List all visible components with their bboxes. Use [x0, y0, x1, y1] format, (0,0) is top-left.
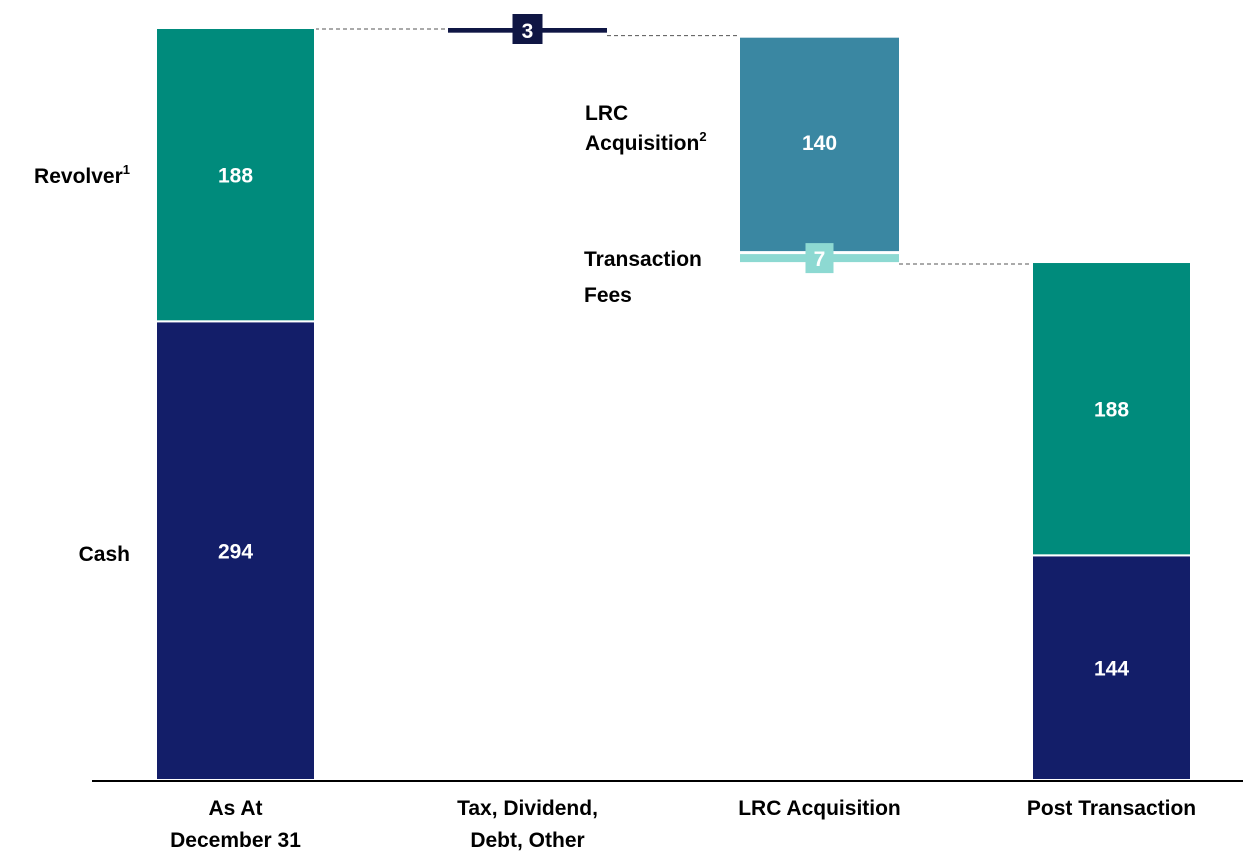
value-label-tax-dividend: 3: [522, 20, 534, 43]
x-tick-label-0-1: December 31: [170, 829, 301, 851]
step-label-lrc-line1: LRC: [585, 102, 628, 125]
value-label-revolver-end: 188: [1094, 399, 1129, 422]
value-label-cash-end: 144: [1094, 658, 1129, 681]
bars: 294 188 3 140 7 144 188: [155, 14, 1192, 782]
bar-cash-start: [155, 320, 316, 781]
x-tick-label-1-1: Debt, Other: [470, 829, 584, 851]
value-label-cash-start: 294: [218, 541, 253, 564]
x-tick-labels: As At December 31 Tax, Dividend, Debt, Othe…: [170, 797, 1196, 851]
bar-step-lrc-acquisition: [740, 37, 899, 252]
x-tick-label-1-0: Tax, Dividend,: [457, 797, 598, 820]
lrc-footnote: 2: [699, 129, 706, 144]
x-tick-label-2-0: LRC Acquisition: [738, 797, 901, 820]
series-label-revolver: Revolver1: [34, 162, 130, 188]
series-label-cash: Cash: [79, 543, 130, 566]
value-box-tax-dividend: [512, 14, 543, 44]
value-label-revolver-start: 188: [218, 165, 253, 188]
connector-lines: [315, 28, 1032, 265]
revolver-footnote: 1: [123, 162, 130, 177]
step-label-fees-line2: Fees: [584, 284, 632, 307]
value-label-transaction-fees: 7: [814, 248, 826, 271]
value-label-lrc-acquisition: 140: [802, 132, 837, 155]
step-label-lrc-line2: Acquisition2: [585, 129, 707, 155]
bar-revolver-end: [1031, 261, 1192, 557]
value-box-transaction-fees: [805, 243, 834, 274]
x-tick-label-3-0: Post Transaction: [1027, 797, 1196, 820]
step-label-fees-line1: Transaction: [584, 248, 702, 271]
x-tick-label-0-0: As At: [208, 797, 262, 820]
bar-revolver-start: [155, 27, 316, 323]
